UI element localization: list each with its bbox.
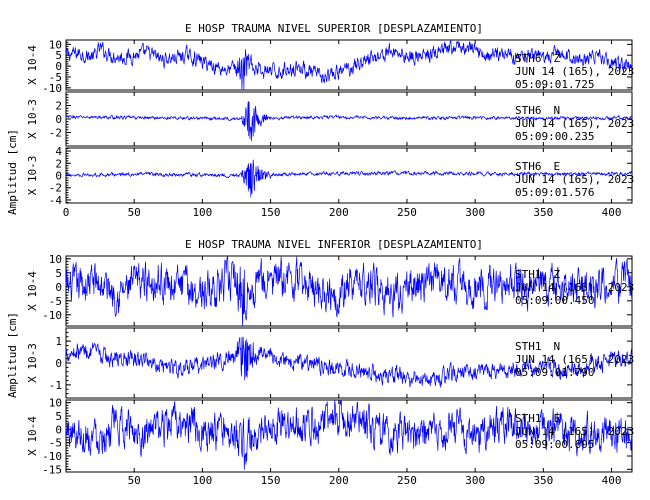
x-tick-label: 400 bbox=[602, 206, 622, 219]
x-tick-label: 300 bbox=[465, 474, 485, 487]
scale-label: X 10-3 bbox=[26, 99, 39, 139]
record-time: 05:09:01.790 bbox=[515, 366, 594, 379]
y-tick-label: 5 bbox=[55, 410, 62, 423]
y-tick-label: 10 bbox=[49, 253, 62, 266]
waveform-line bbox=[65, 159, 633, 198]
station-code: STH1 bbox=[515, 412, 542, 425]
station-label: STH1 N bbox=[515, 340, 560, 353]
record-date: JUN 14 (165), 2023 bbox=[515, 281, 634, 294]
x-tick-label: 300 bbox=[465, 206, 485, 219]
waveform-line bbox=[65, 255, 633, 327]
record-time: 05:09:01.576 bbox=[515, 186, 594, 199]
scale-label: X 10-4 bbox=[26, 45, 39, 85]
record-time: 05:09:00.450 bbox=[515, 294, 594, 307]
station-component: N bbox=[554, 104, 561, 117]
x-tick-label: 200 bbox=[329, 206, 349, 219]
station-component: E bbox=[554, 412, 561, 425]
y-tick-label: 0 bbox=[55, 423, 62, 436]
x-tick-label: 100 bbox=[192, 474, 212, 487]
y-tick-label: -15 bbox=[42, 463, 62, 476]
waveform-line bbox=[65, 399, 633, 470]
y-tick-label: 4 bbox=[55, 145, 62, 158]
station-component: Z bbox=[554, 268, 561, 281]
record-date: JUN 14 (165), 2023 bbox=[515, 353, 634, 366]
x-tick-label: 400 bbox=[602, 474, 622, 487]
station-label: STH6 Z bbox=[515, 52, 561, 65]
x-tick-label: 150 bbox=[261, 206, 281, 219]
record-time: 05:09:00.235 bbox=[515, 130, 594, 143]
y-tick-label: -1 bbox=[49, 379, 62, 392]
chart-title: E HOSP TRAUMA NIVEL SUPERIOR [DESPLAZAMI… bbox=[185, 22, 483, 35]
y-tick-label: 0 bbox=[55, 357, 62, 370]
record-time: 05:09:00.695 bbox=[515, 438, 594, 451]
station-label: STH6 N bbox=[515, 104, 560, 117]
y-tick-label: 5 bbox=[55, 267, 62, 280]
waveform-line bbox=[65, 336, 633, 388]
scale-label: X 10-4 bbox=[26, 416, 39, 456]
chart-title: E HOSP TRAUMA NIVEL INFERIOR [DESPLAZAMI… bbox=[185, 238, 483, 251]
y-tick-label: 0 bbox=[55, 170, 62, 183]
y-tick-label: 1 bbox=[55, 335, 62, 348]
station-code: STH1 bbox=[515, 340, 542, 353]
y-tick-label: -5 bbox=[49, 71, 62, 84]
y-tick-label: -5 bbox=[49, 437, 62, 450]
y-tick-label: -10 bbox=[42, 450, 62, 463]
waveform-line bbox=[65, 39, 633, 91]
record-date: JUN 14 (165), 2023 bbox=[515, 65, 634, 78]
y-axis-label: Amplitud [cm] bbox=[6, 312, 19, 398]
y-tick-label: -10 bbox=[42, 82, 62, 95]
station-code: STH6 bbox=[515, 160, 542, 173]
x-tick-label: 200 bbox=[329, 474, 349, 487]
y-tick-label: -5 bbox=[49, 295, 62, 308]
y-tick-label: 0 bbox=[55, 281, 62, 294]
record-date: JUN 14 (165), 2023 bbox=[515, 425, 634, 438]
scale-label: X 10-3 bbox=[26, 156, 39, 196]
x-tick-label: 100 bbox=[192, 206, 212, 219]
y-tick-label: 10 bbox=[49, 397, 62, 410]
record-date: JUN 14 (165), 2023 bbox=[515, 117, 634, 130]
station-code: STH1 bbox=[515, 268, 542, 281]
y-tick-label: 0 bbox=[55, 60, 62, 73]
y-tick-label: -4 bbox=[49, 194, 63, 207]
y-tick-label: 5 bbox=[55, 49, 62, 62]
x-tick-label: 50 bbox=[128, 474, 141, 487]
y-tick-label: 0 bbox=[55, 113, 62, 126]
x-tick-label: 350 bbox=[533, 474, 553, 487]
y-tick-label: 10 bbox=[49, 38, 62, 51]
x-tick-label: 250 bbox=[397, 474, 417, 487]
station-code: STH6 bbox=[515, 52, 542, 65]
y-axis-label: Amplitud [cm] bbox=[6, 129, 19, 215]
station-component: N bbox=[554, 340, 561, 353]
station-label: STH1 E bbox=[515, 412, 560, 425]
trace-frame bbox=[65, 255, 633, 327]
station-code: STH6 bbox=[515, 104, 542, 117]
y-tick-label: 2 bbox=[55, 100, 62, 113]
y-tick-label: -2 bbox=[49, 182, 62, 195]
y-tick-label: -10 bbox=[42, 309, 62, 322]
waveform-line bbox=[65, 100, 633, 142]
scale-label: X 10-4 bbox=[26, 271, 39, 311]
x-tick-label: 50 bbox=[128, 206, 141, 219]
station-label: STH6 E bbox=[515, 160, 560, 173]
record-time: 05:09:01.725 bbox=[515, 78, 594, 91]
y-tick-label: 2 bbox=[55, 157, 62, 170]
x-tick-label: 150 bbox=[261, 474, 281, 487]
scale-label: X 10-3 bbox=[26, 343, 39, 383]
x-tick-label: 350 bbox=[533, 206, 553, 219]
station-component: E bbox=[554, 160, 561, 173]
station-component: Z bbox=[554, 52, 561, 65]
record-date: JUN 14 (165), 2023 bbox=[515, 173, 634, 186]
station-label: STH1 Z bbox=[515, 268, 561, 281]
y-tick-label: -2 bbox=[49, 127, 62, 140]
x-tick-label: 250 bbox=[397, 206, 417, 219]
x-tick-label: 0 bbox=[63, 206, 70, 219]
